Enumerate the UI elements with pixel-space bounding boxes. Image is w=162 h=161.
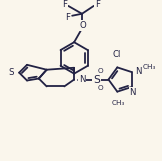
Text: N: N xyxy=(79,75,86,84)
Text: CH₃: CH₃ xyxy=(112,100,125,106)
Text: O: O xyxy=(98,85,104,91)
Text: O: O xyxy=(80,21,86,30)
Text: F: F xyxy=(65,13,70,22)
Text: N: N xyxy=(135,66,142,76)
Text: Cl: Cl xyxy=(112,50,121,59)
Text: O: O xyxy=(98,68,104,74)
Text: N: N xyxy=(129,88,136,97)
Text: S: S xyxy=(93,75,100,85)
Text: F: F xyxy=(95,0,100,9)
Text: S: S xyxy=(9,68,14,77)
Text: CH₃: CH₃ xyxy=(142,64,156,70)
Text: F: F xyxy=(62,0,67,9)
